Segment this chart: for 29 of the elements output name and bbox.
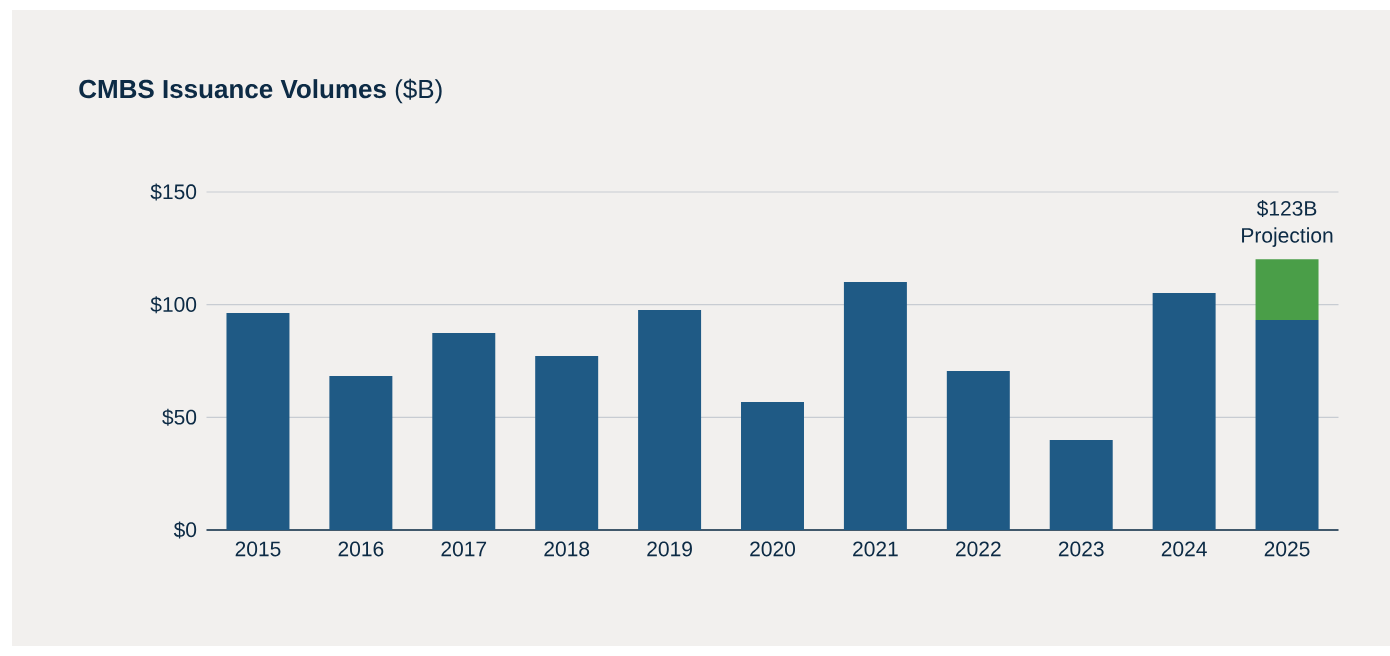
x-tick-label: 2022 xyxy=(956,541,1001,557)
bar xyxy=(535,356,599,530)
x-tick-label: 2017 xyxy=(441,541,487,557)
x-tick-label: 2025 xyxy=(1264,541,1310,557)
bar xyxy=(1255,259,1319,320)
x-tick-label: 2021 xyxy=(853,541,898,557)
x-tick-label: 2023 xyxy=(1058,541,1104,557)
x-tick-label: 2024 xyxy=(1161,541,1207,557)
bar xyxy=(946,370,1010,530)
x-tick-label: 2020 xyxy=(750,541,796,557)
bar xyxy=(329,376,393,530)
bar xyxy=(226,312,290,530)
x-tick-label: 2016 xyxy=(338,541,384,557)
bar xyxy=(1152,292,1216,530)
bar xyxy=(1049,440,1113,530)
annotation: $123B Projection xyxy=(1242,200,1333,247)
y-tick-label: $0 xyxy=(173,521,197,539)
x-tick-label: 2015 xyxy=(235,541,281,557)
y-tick-label: $50 xyxy=(162,408,197,426)
x-tick-label: 2019 xyxy=(647,541,692,557)
y-tick-label: $150 xyxy=(150,183,197,201)
bar xyxy=(432,333,496,530)
x-tick-label: 2018 xyxy=(544,541,590,557)
bar xyxy=(638,310,702,530)
chart-title: CMBS Issuance Volumes ($B) xyxy=(79,78,442,104)
bar xyxy=(741,402,804,530)
bar xyxy=(1255,319,1319,530)
bar xyxy=(843,281,907,530)
y-tick-label: $100 xyxy=(150,296,197,314)
